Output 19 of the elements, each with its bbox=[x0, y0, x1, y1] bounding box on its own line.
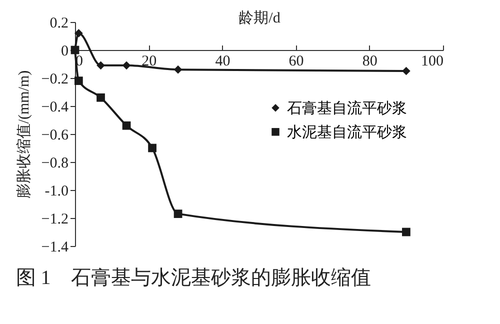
caption: 图 1 石膏基与水泥基砂浆的膨胀收缩值 bbox=[16, 267, 371, 289]
y-tick-label: −0.6 bbox=[41, 128, 69, 144]
y-tick-label: 0.2 bbox=[50, 16, 68, 32]
y-tick-label: −0.4 bbox=[41, 100, 69, 116]
y-tick-label: -1.0 bbox=[44, 184, 68, 200]
x-tick-label: 20 bbox=[142, 54, 157, 70]
y-axis-title: 膨胀收缩值/(mm/m) bbox=[15, 70, 32, 199]
y-tick-label: −0.2 bbox=[41, 72, 68, 88]
legend-label: 水泥基自流平砂浆 bbox=[287, 124, 407, 141]
x-tick-label: 60 bbox=[288, 54, 304, 70]
x-tick-label: 40 bbox=[215, 54, 230, 70]
y-tick-label: 0 bbox=[61, 44, 68, 60]
y-tick-label: −0.8 bbox=[41, 156, 68, 172]
y-tick-label: −1.4 bbox=[41, 240, 69, 256]
x-tick-label: 80 bbox=[362, 54, 378, 70]
x-axis-title: 龄期/d bbox=[238, 10, 281, 26]
legend-label: 石膏基自流平砂浆 bbox=[287, 100, 407, 117]
y-tick-label: −1.2 bbox=[41, 212, 68, 228]
x-tick-label: 100 bbox=[421, 54, 444, 70]
